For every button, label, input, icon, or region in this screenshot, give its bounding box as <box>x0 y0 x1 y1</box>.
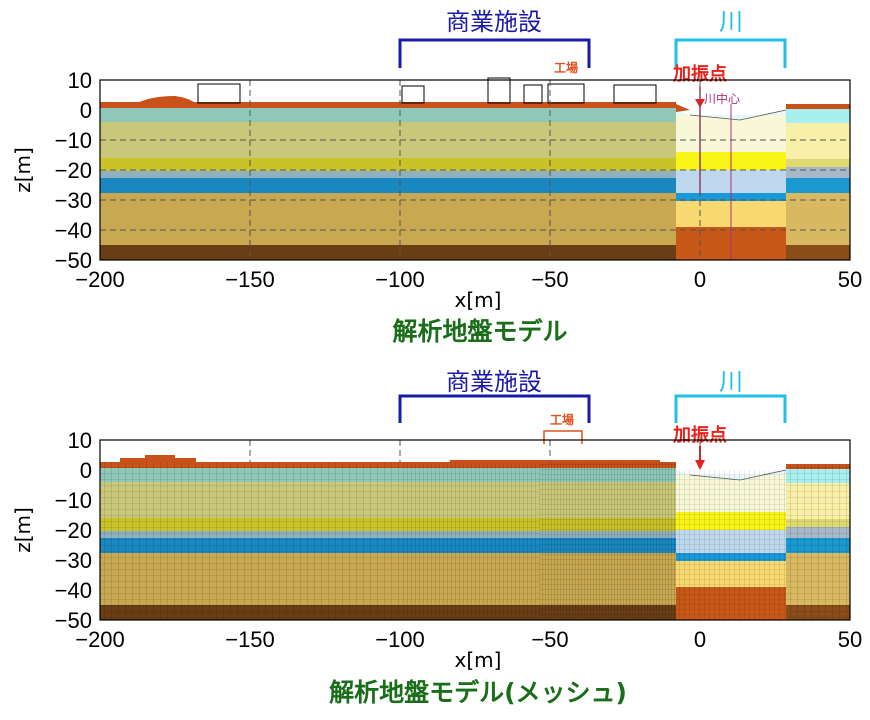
plot-frame <box>99 79 851 261</box>
surface-strip <box>450 460 660 462</box>
grid <box>100 80 850 260</box>
x-tick: −50 <box>531 267 568 292</box>
y-tick: −40 <box>55 578 92 603</box>
caption: 解析地盤モデル <box>392 317 567 346</box>
x-axis-label: x[m] <box>455 648 502 672</box>
x-tick: −150 <box>225 627 275 652</box>
excitation-arrow <box>695 460 705 470</box>
commercial-label: 商業施設 <box>446 368 542 396</box>
caption: 解析地盤モデル(メッシュ) <box>329 678 627 707</box>
y-tick: −30 <box>55 188 92 213</box>
y-tick: 0 <box>80 458 92 483</box>
y-tick: 0 <box>80 98 92 123</box>
y-axis-label: z[m] <box>11 507 35 553</box>
river-label: 川 <box>719 8 743 36</box>
x-tick: −50 <box>531 627 568 652</box>
x-tick: 50 <box>838 627 862 652</box>
y-tick: 10 <box>68 68 92 93</box>
y-tick: −20 <box>55 518 92 543</box>
mesh-overlay <box>100 462 850 620</box>
y-tick: −20 <box>55 158 92 183</box>
x-ticks: −200 −150 −100 −50 0 50 <box>75 627 862 652</box>
bank-slope <box>676 104 690 112</box>
river-bed <box>689 109 787 121</box>
y-tick: −10 <box>55 488 92 513</box>
x-tick: −100 <box>375 627 425 652</box>
panel-ground-model: 商業施設 川 工場 加振点 <box>11 8 862 346</box>
river-bed <box>689 469 787 481</box>
y-tick: −50 <box>55 248 92 273</box>
x-tick: 0 <box>694 627 706 652</box>
x-axis-label: x[m] <box>455 288 502 312</box>
commercial-bracket <box>398 38 591 68</box>
river-bracket <box>674 38 787 68</box>
y-tick: 10 <box>68 428 92 453</box>
panel-ground-mesh: 商業施設 川 工場 加振点 <box>11 368 862 707</box>
y-axis-label: z[m] <box>11 147 35 193</box>
plot-frame <box>99 439 851 621</box>
mound <box>120 455 196 462</box>
y-ticks: 10 0 −10 −20 −30 −40 −50 <box>55 428 92 633</box>
y-tick: −40 <box>55 218 92 243</box>
factory-label: 工場 <box>554 60 578 75</box>
x-tick: 50 <box>838 267 862 292</box>
river-bracket <box>674 394 787 423</box>
factory-label: 工場 <box>550 412 574 427</box>
y-tick: −50 <box>55 608 92 633</box>
x-tick: 0 <box>694 267 706 292</box>
building-outlines <box>197 77 657 104</box>
y-tick: −30 <box>55 548 92 573</box>
x-tick: −200 <box>75 627 125 652</box>
commercial-bracket <box>398 394 591 423</box>
land-layers <box>100 102 676 260</box>
x-tick: −150 <box>225 267 275 292</box>
river-label: 川 <box>719 368 743 396</box>
right-bank-layers <box>786 104 850 260</box>
y-tick: −10 <box>55 128 92 153</box>
mound <box>135 96 196 104</box>
y-ticks: 10 0 −10 −20 −30 −40 −50 <box>55 68 92 273</box>
x-tick: −200 <box>75 267 125 292</box>
river-center-label: 川中心 <box>704 91 740 106</box>
x-tick: −100 <box>375 267 425 292</box>
x-ticks: −200 −150 −100 −50 0 50 <box>75 267 862 292</box>
commercial-label: 商業施設 <box>446 8 542 36</box>
grid <box>249 440 701 462</box>
factory-bracket <box>543 430 583 444</box>
